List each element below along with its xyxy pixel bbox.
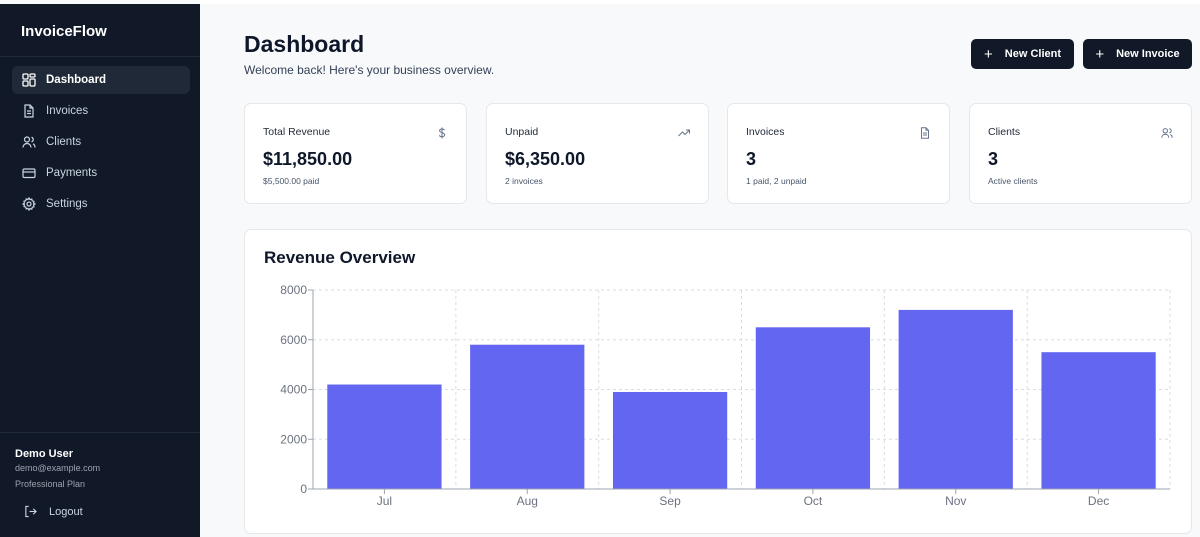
users-icon (22, 135, 36, 149)
x-tick-label: Oct (804, 494, 823, 508)
gear-icon (22, 197, 36, 211)
chart-title: Revenue Overview (264, 248, 416, 267)
logout-label: Logout (49, 505, 83, 518)
revenue-overview-card: Revenue Overview 0 2000 4000 6000 8000 Jul Aug… (244, 229, 1192, 534)
sidebar-item-label: Invoices (46, 105, 89, 117)
bar-nov (898, 309, 1013, 489)
sidebar-item-label: Dashboard (46, 74, 107, 86)
stat-sub: 2 invoices (505, 176, 543, 186)
stat-sub: $5,500.00 paid (263, 176, 320, 186)
sidebar-item-label: Clients (46, 136, 82, 148)
y-tick-label: 6000 (280, 333, 307, 347)
users-icon (1161, 126, 1173, 138)
stat-card-unpaid: Unpaid $6,350.00 2 invoices (486, 103, 709, 204)
plus-icon: + (1095, 45, 1105, 63)
logout-button[interactable]: Logout (24, 505, 83, 518)
bar-dec (1041, 352, 1156, 489)
y-tick-label: 0 (300, 482, 307, 496)
stat-sub: Active clients (988, 176, 1038, 186)
stat-value: 3 (988, 149, 999, 169)
new-client-button[interactable]: + New Client (971, 39, 1074, 69)
stat-value: $11,850.00 (263, 149, 353, 169)
x-tick-label: Dec (1088, 494, 1109, 508)
bar-aug (470, 344, 585, 489)
sidebar-item-dashboard[interactable]: Dashboard (12, 66, 190, 94)
logout-icon (25, 505, 37, 518)
stat-card-clients: Clients 3 Active clients (969, 103, 1192, 204)
x-tick-label: Jul (377, 494, 392, 508)
sidebar-item-label: Settings (46, 198, 88, 210)
bar-oct (755, 327, 871, 489)
sidebar-item-invoices[interactable]: Invoices (12, 97, 190, 125)
stat-card-invoices: Invoices 3 1 paid, 2 unpaid (727, 103, 950, 204)
stat-card-total-revenue: Total Revenue $11,850.00 $5,500.00 paid (244, 103, 467, 204)
file-icon (22, 104, 36, 118)
plus-icon: + (984, 45, 993, 63)
x-tick-label: Nov (945, 494, 966, 508)
brand-divider (0, 56, 200, 57)
sidebar-nav: Dashboard Invoices Clients Payments Sett… (12, 66, 190, 221)
user-email: demo@example.com (15, 463, 101, 473)
bar-sep (612, 391, 728, 489)
sidebar-item-settings[interactable]: Settings (12, 190, 190, 218)
stat-sub: 1 paid, 2 unpaid (746, 176, 807, 186)
stat-label: Total Revenue (263, 126, 331, 138)
stat-value: $6,350.00 (505, 149, 586, 169)
page-title: Dashboard (244, 31, 365, 57)
y-tick-label: 2000 (280, 432, 307, 446)
dollar-icon (436, 126, 448, 139)
bar-jul (327, 384, 442, 489)
page-subtitle: Welcome back! Here's your business overv… (244, 63, 495, 77)
sidebar-item-label: Payments (46, 167, 98, 179)
user-name: Demo User (15, 448, 74, 460)
sidebar-item-clients[interactable]: Clients (12, 128, 190, 156)
user-divider (0, 432, 200, 433)
credit-card-icon (22, 166, 36, 180)
y-tick-label: 4000 (280, 383, 307, 397)
revenue-bar-chart: 0 2000 4000 6000 8000 Jul Aug Sep Oct Nov Dec (280, 283, 1171, 508)
stat-label: Unpaid (505, 126, 539, 138)
file-icon (919, 126, 931, 139)
new-invoice-button[interactable]: + New Invoice (1083, 39, 1192, 69)
stat-label: Invoices (746, 126, 785, 138)
stat-label: Clients (988, 126, 1021, 138)
trending-up-icon (678, 126, 690, 138)
dashboard-icon (22, 73, 36, 87)
x-tick-label: Sep (659, 494, 681, 508)
top-strip (200, 0, 1200, 4)
y-tick-label: 8000 (280, 283, 307, 297)
x-tick-label: Aug (517, 494, 538, 508)
sidebar: InvoiceFlow Dashboard Invoices Clients P… (0, 4, 200, 537)
user-plan: Professional Plan (15, 479, 86, 489)
sidebar-item-payments[interactable]: Payments (12, 159, 190, 187)
stat-value: 3 (746, 149, 757, 169)
new-invoice-label: New Invoice (1116, 48, 1180, 60)
new-client-label: New Client (1004, 48, 1061, 60)
brand-logo[interactable]: InvoiceFlow (21, 23, 107, 40)
